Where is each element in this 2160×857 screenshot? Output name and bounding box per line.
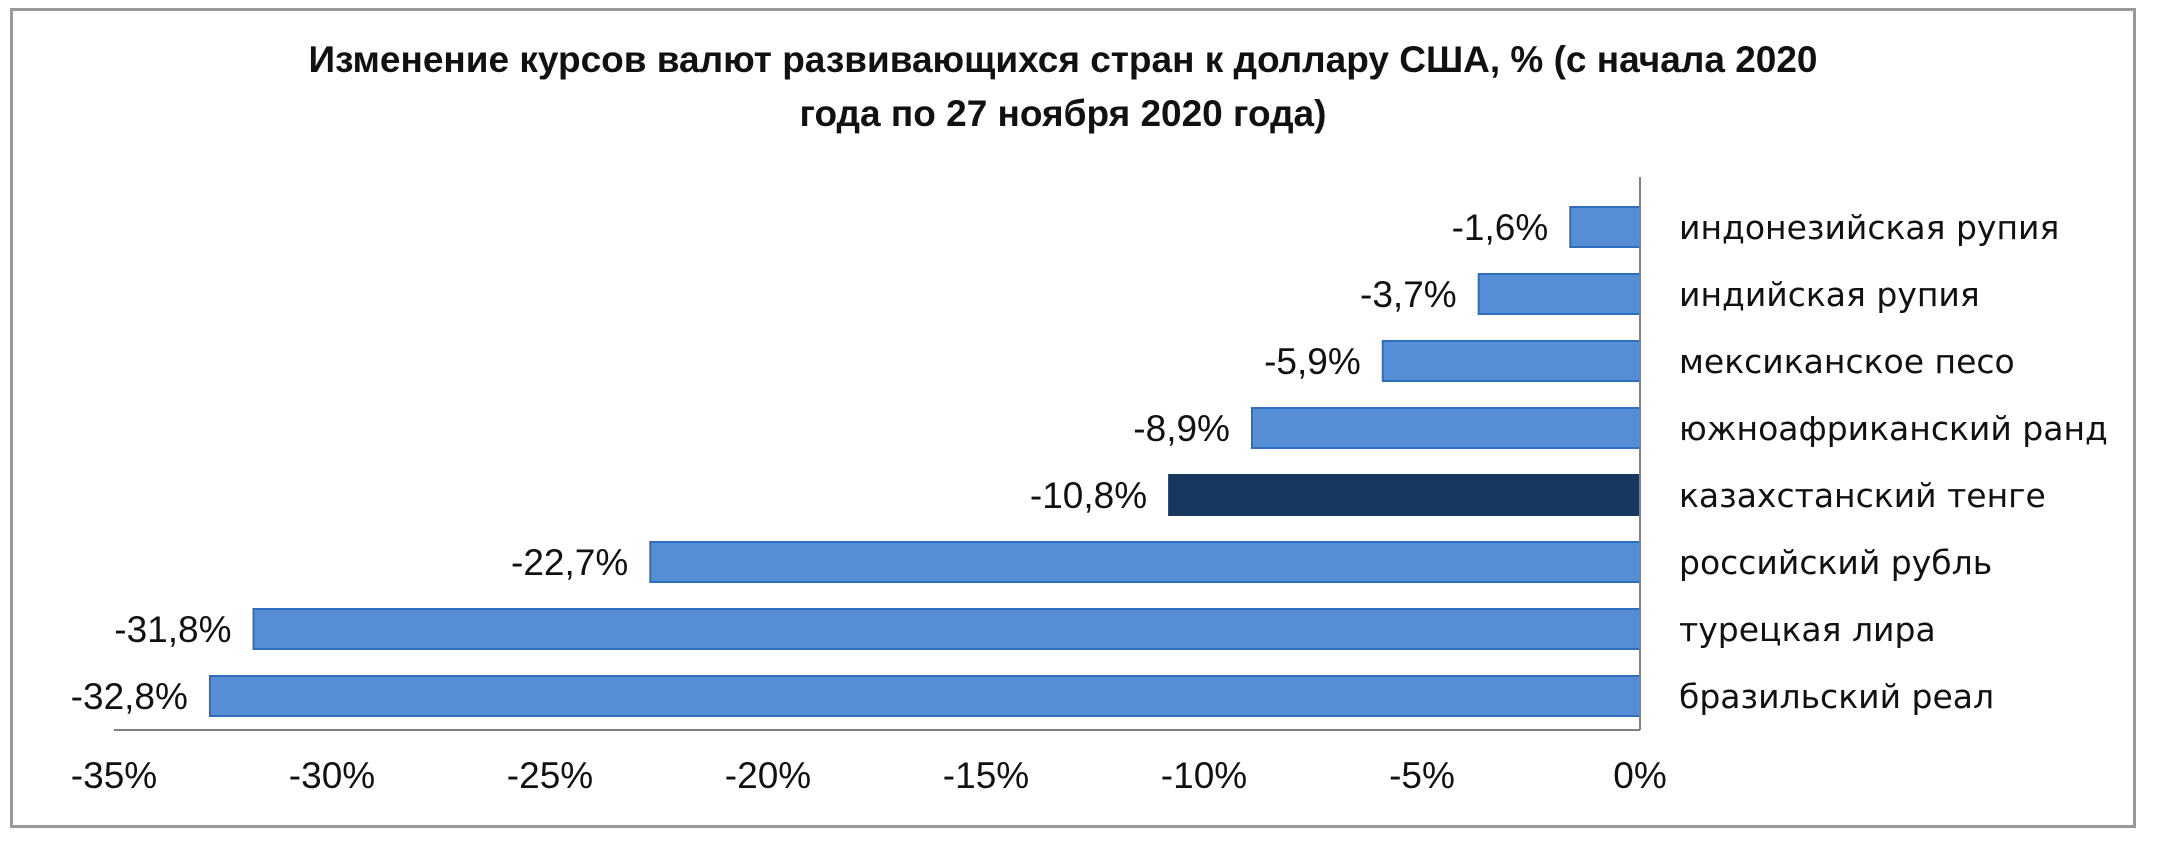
bar-0 [1569,206,1641,248]
bar-chart: Изменение курсов валют развивающихся стр… [71,39,2108,796]
chart-title: Изменение курсов валют развивающихся стр… [308,39,1817,134]
chart-title-line-1: Изменение курсов валют развивающихся стр… [308,39,1817,80]
data-label-5: -22,7% [511,542,628,583]
bar-3 [1250,407,1641,449]
category-label-7: бразильский реал [1679,677,1994,716]
x-tick-label-2: -25% [507,755,593,796]
category-label-4: казахстанский тенге [1679,476,2046,515]
x-tick-label-0: -35% [71,755,157,796]
bar-1 [1477,273,1642,315]
data-label-6: -31,8% [114,609,231,650]
category-label-0: индонезийская рупия [1679,208,2059,247]
x-tick-label-3: -20% [725,755,811,796]
chart-title-line-2: года по 27 ноября 2020 года) [800,93,1327,134]
chart-frame: Изменение курсов валют развивающихся стр… [10,8,2136,828]
data-label-3: -8,9% [1133,408,1230,449]
category-label-5: российский рубль [1679,543,1992,582]
bar-4 [1168,474,1641,516]
x-tick-label-1: -30% [289,755,375,796]
data-label-0: -1,6% [1452,207,1549,248]
x-tick-label-5: -10% [1161,755,1247,796]
data-label-2: -5,9% [1264,341,1361,382]
category-label-group: индонезийская рупия индийская рупия мексик… [1679,208,2108,716]
axis-group [114,177,1641,731]
bar-7 [208,675,1641,717]
bar-group [208,206,1642,717]
bar-5 [649,541,1641,583]
data-label-7: -32,8% [71,676,188,717]
bar-2 [1381,340,1641,382]
data-label-group: -1,6% -3,7% -5,9% -8,9% -10,8% -22,7% -31,8% -3… [71,207,1549,717]
category-label-2: мексиканское песо [1679,342,2015,381]
x-tick-label-6: -5% [1389,755,1455,796]
data-label-1: -3,7% [1360,274,1457,315]
bar-6 [252,608,1641,650]
x-tick-label-group: -35% -30% -25% -20% -15% -10% -5% 0% [71,755,1667,796]
x-tick-label-4: -15% [943,755,1029,796]
category-label-6: турецкая лира [1679,610,1936,649]
x-tick-label-7: 0% [1613,755,1666,796]
data-label-4: -10,8% [1030,475,1147,516]
category-label-1: индийская рупия [1679,275,1980,314]
category-label-3: южноафриканский ранд [1679,409,2108,448]
